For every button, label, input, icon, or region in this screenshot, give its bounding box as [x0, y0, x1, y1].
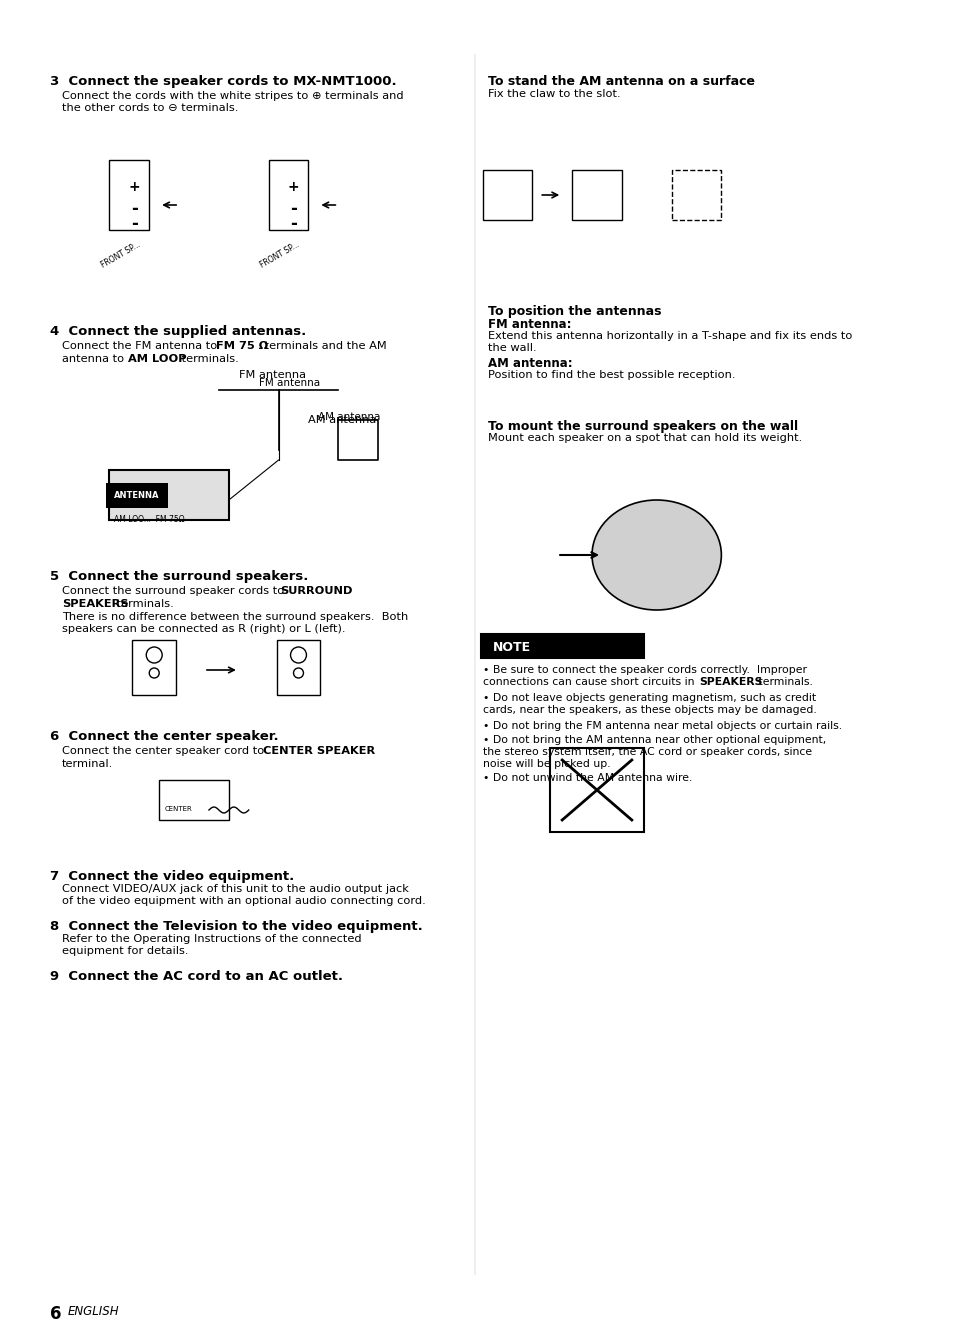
Bar	[482, 170, 532, 220]
Text: 9  Connect the AC cord to an AC outlet.: 9 Connect the AC cord to an AC outlet.	[50, 970, 342, 982]
Text: antenna to: antenna to	[62, 354, 128, 364]
Text: FRONT SP...: FRONT SP...	[258, 240, 301, 270]
Text: Connect VIDEO/AUX jack of this unit to the audio output jack
of the video equipm: Connect VIDEO/AUX jack of this unit to t…	[62, 884, 425, 906]
Text: SPEAKERS: SPEAKERS	[62, 599, 128, 609]
Text: terminals and the AM: terminals and the AM	[260, 341, 386, 352]
Text: terminals.: terminals.	[178, 354, 238, 364]
Text: There is no difference between the surround speakers.  Both
speakers can be conn: There is no difference between the surro…	[62, 612, 408, 633]
Text: ENGLISH: ENGLISH	[68, 1304, 119, 1318]
Text: SPEAKERS: SPEAKERS	[699, 676, 762, 687]
Text: +: +	[129, 180, 140, 195]
Text: noise will be picked up.: noise will be picked up.	[482, 760, 610, 769]
Text: FM 75 Ω: FM 75 Ω	[215, 341, 268, 352]
Bar	[269, 160, 308, 229]
FancyBboxPatch shape	[550, 747, 643, 832]
Text: To stand the AM antenna on a surface: To stand the AM antenna on a surface	[487, 75, 754, 89]
Bar	[110, 160, 149, 229]
Text: SURROUND: SURROUND	[280, 586, 353, 596]
Text: AM antenna:: AM antenna:	[487, 357, 572, 370]
Text: FM antenna: FM antenna	[238, 370, 306, 380]
Text: • Do not leave objects generating magnetism, such as credit: • Do not leave objects generating magnet…	[482, 692, 815, 703]
Text: ANTENNA: ANTENNA	[114, 491, 160, 501]
Text: 3  Connect the speaker cords to MX-NMT1000.: 3 Connect the speaker cords to MX-NMT100…	[50, 75, 395, 89]
Ellipse shape	[592, 501, 720, 611]
Circle shape	[291, 647, 306, 663]
Text: Connect the center speaker cord to: Connect the center speaker cord to	[62, 746, 267, 756]
Text: AM LOOP: AM LOOP	[129, 354, 187, 364]
Text: To position the antennas: To position the antennas	[487, 305, 660, 318]
Text: Connect the cords with the white stripes to ⊕ terminals and
the other cords to ⊖: Connect the cords with the white stripes…	[62, 91, 403, 113]
Bar	[110, 470, 229, 519]
Text: Fix the claw to the slot.: Fix the claw to the slot.	[487, 89, 619, 99]
Text: To mount the surround speakers on the wall: To mount the surround speakers on the wa…	[487, 420, 797, 433]
Text: -: -	[290, 200, 296, 217]
Text: Connect the FM antenna to: Connect the FM antenna to	[62, 341, 220, 352]
Text: cards, near the speakers, as these objects may be damaged.: cards, near the speakers, as these objec…	[482, 705, 816, 715]
Bar	[276, 640, 320, 695]
Bar	[671, 170, 720, 220]
Bar	[572, 170, 621, 220]
Text: Extend this antenna horizontally in a T-shape and fix its ends to
the wall.: Extend this antenna horizontally in a T-…	[487, 331, 851, 353]
Text: • Do not unwind the AM antenna wire.: • Do not unwind the AM antenna wire.	[482, 773, 691, 782]
Text: FM antenna: FM antenna	[258, 378, 319, 388]
Text: • Do not bring the FM antenna near metal objects or curtain rails.: • Do not bring the FM antenna near metal…	[482, 721, 841, 731]
Text: Position to find the best possible reception.: Position to find the best possible recep…	[487, 370, 734, 380]
Text: terminals.: terminals.	[755, 676, 812, 687]
Text: terminal.: terminal.	[62, 760, 112, 769]
Text: 7  Connect the video equipment.: 7 Connect the video equipment.	[50, 870, 294, 883]
Text: AM antenna: AM antenna	[318, 412, 380, 421]
Text: FM antenna:: FM antenna:	[487, 318, 571, 331]
Text: -: -	[131, 200, 137, 217]
Text: CENTER SPEAKER: CENTER SPEAKER	[262, 746, 375, 756]
Text: Mount each speaker on a spot that can hold its weight.: Mount each speaker on a spot that can ho…	[487, 433, 801, 443]
Text: +: +	[288, 180, 299, 195]
Circle shape	[146, 647, 162, 663]
Text: CENTER: CENTER	[164, 807, 192, 812]
Text: terminals.: terminals.	[113, 599, 174, 609]
Text: Refer to the Operating Instructions of the connected
equipment for details.: Refer to the Operating Instructions of t…	[62, 934, 361, 956]
Circle shape	[149, 668, 159, 678]
Text: AM antenna: AM antenna	[308, 415, 376, 425]
Text: -: -	[131, 215, 137, 234]
Text: • Do not bring the AM antenna near other optional equipment,: • Do not bring the AM antenna near other…	[482, 735, 825, 745]
Text: Connect the surround speaker cords to: Connect the surround speaker cords to	[62, 586, 287, 596]
Text: AM LOO...  FM 75Ω: AM LOO... FM 75Ω	[114, 515, 185, 523]
Text: 8  Connect the Television to the video equipment.: 8 Connect the Television to the video eq…	[50, 921, 422, 933]
Text: NOTE: NOTE	[492, 641, 530, 654]
Text: 6: 6	[50, 1304, 61, 1323]
Text: the stereo system itself, the AC cord or speaker cords, since: the stereo system itself, the AC cord or…	[482, 747, 811, 757]
FancyBboxPatch shape	[480, 633, 643, 658]
Text: FRONT SP...: FRONT SP...	[99, 240, 142, 270]
Text: 6  Connect the center speaker.: 6 Connect the center speaker.	[50, 730, 278, 743]
Text: connections can cause short circuits in: connections can cause short circuits in	[482, 676, 697, 687]
Text: -: -	[290, 215, 296, 234]
Text: 5  Connect the surround speakers.: 5 Connect the surround speakers.	[50, 570, 308, 582]
Text: 4  Connect the supplied antennas.: 4 Connect the supplied antennas.	[50, 325, 306, 338]
Circle shape	[294, 668, 303, 678]
Text: • Be sure to connect the speaker cords correctly.  Improper: • Be sure to connect the speaker cords c…	[482, 666, 805, 675]
Bar	[159, 780, 229, 820]
Bar	[132, 640, 176, 695]
